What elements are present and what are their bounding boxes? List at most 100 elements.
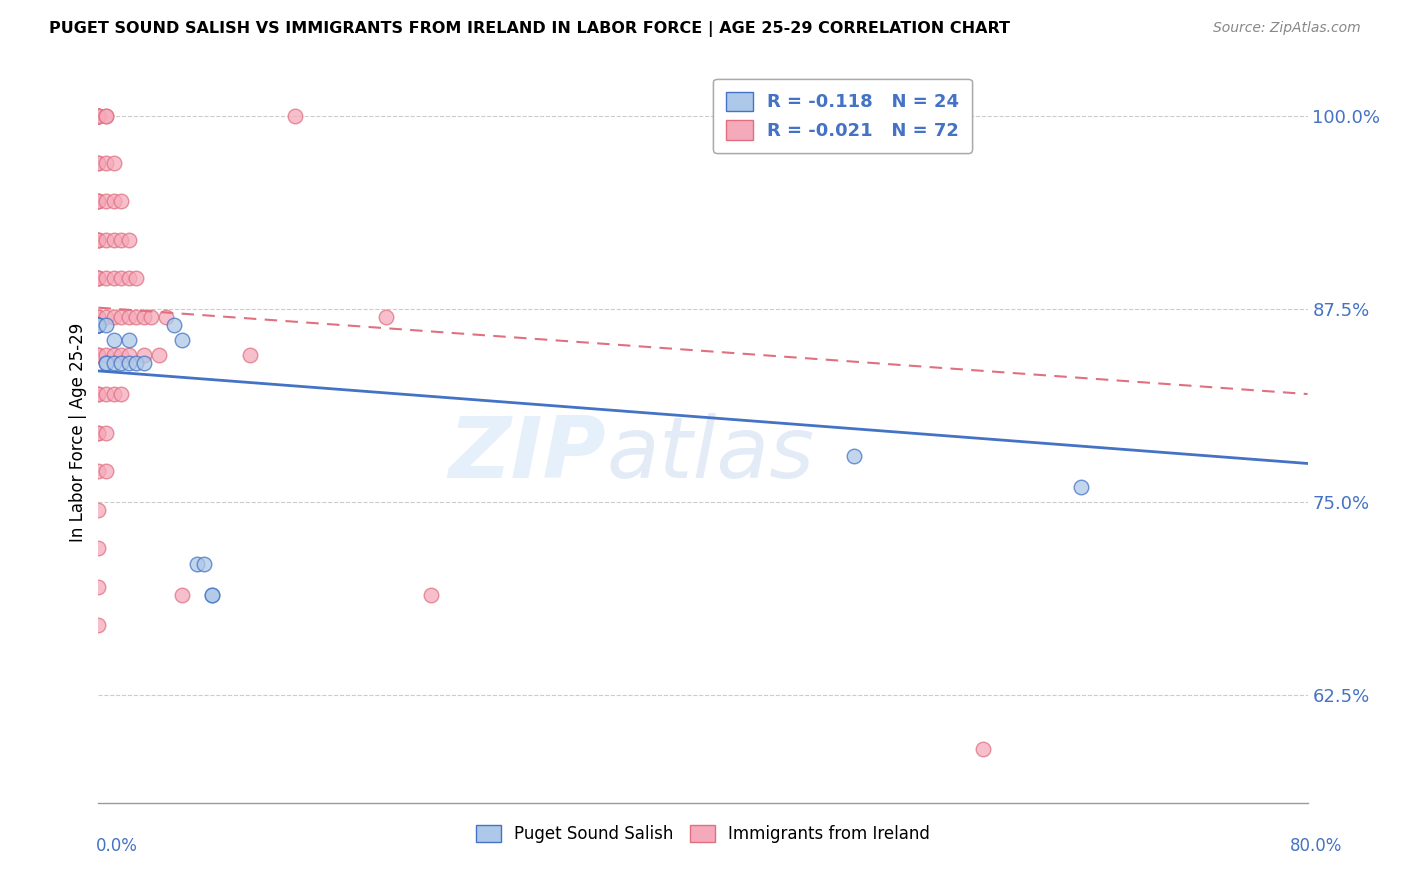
Point (87, 110, 110, 124)
Point (110, 387, 132, 401)
Point (103, 233, 125, 247)
Point (118, 233, 141, 247)
Point (94, 110, 117, 124)
Point (87, 110, 110, 124)
Point (94, 425, 117, 440)
Point (186, 557, 208, 571)
Point (87, 310, 110, 324)
Point (155, 310, 177, 324)
Point (94, 233, 117, 247)
Point (94, 271, 117, 285)
Point (163, 318, 186, 332)
Text: 0.0%: 0.0% (96, 837, 138, 855)
Point (87, 310, 110, 324)
Point (103, 349, 125, 363)
Point (94, 349, 117, 363)
Point (87, 425, 110, 440)
Point (87, 318, 110, 332)
Point (110, 271, 132, 285)
Point (87, 318, 110, 332)
Point (87, 233, 110, 247)
Point (118, 333, 141, 347)
Point (110, 349, 132, 363)
Point (87, 110, 110, 124)
Point (94, 155, 117, 169)
Text: 80.0%: 80.0% (1291, 837, 1343, 855)
Point (103, 310, 125, 324)
Point (87, 349, 110, 363)
Text: atlas: atlas (606, 413, 814, 496)
Point (87, 271, 110, 285)
Point (972, 741, 994, 756)
Point (103, 387, 125, 401)
Point (170, 333, 193, 347)
Point (94, 464, 117, 478)
Legend: R = -0.118   N = 24, R = -0.021   N = 72: R = -0.118 N = 24, R = -0.021 N = 72 (713, 78, 972, 153)
Point (87, 271, 110, 285)
Point (103, 356, 125, 370)
Point (125, 310, 148, 324)
Point (110, 310, 132, 324)
Point (87, 618, 110, 632)
Text: ZIP: ZIP (449, 413, 606, 496)
Point (201, 588, 224, 602)
Point (94, 318, 117, 332)
Text: PUGET SOUND SALISH VS IMMIGRANTS FROM IRELAND IN LABOR FORCE | AGE 25-29 CORRELA: PUGET SOUND SALISH VS IMMIGRANTS FROM IR… (49, 21, 1010, 37)
Point (87, 502, 110, 516)
Point (201, 588, 224, 602)
Point (118, 349, 141, 363)
Point (87, 233, 110, 247)
Point (87, 464, 110, 478)
Text: Source: ZipAtlas.com: Source: ZipAtlas.com (1213, 21, 1361, 36)
Point (239, 349, 262, 363)
Point (284, 110, 307, 124)
Point (110, 194, 132, 209)
Point (844, 449, 866, 463)
Point (103, 194, 125, 209)
Point (87, 318, 110, 332)
Point (1070, 480, 1092, 494)
Point (94, 310, 117, 324)
Point (118, 271, 141, 285)
Point (141, 310, 163, 324)
Point (87, 580, 110, 594)
Point (118, 356, 141, 370)
Point (87, 271, 110, 285)
Point (87, 387, 110, 401)
Point (87, 318, 110, 332)
Point (94, 194, 117, 209)
Point (87, 425, 110, 440)
Point (87, 387, 110, 401)
Point (94, 356, 117, 370)
Point (87, 110, 110, 124)
Point (132, 310, 155, 324)
Point (87, 318, 110, 332)
Point (87, 155, 110, 169)
Point (132, 349, 155, 363)
Point (132, 356, 155, 370)
Y-axis label: In Labor Force | Age 25-29: In Labor Force | Age 25-29 (69, 323, 87, 542)
Point (87, 194, 110, 209)
Point (87, 155, 110, 169)
Point (87, 110, 110, 124)
Point (87, 541, 110, 556)
Point (94, 356, 117, 370)
Point (94, 110, 117, 124)
Point (87, 194, 110, 209)
Point (118, 310, 141, 324)
Point (94, 387, 117, 401)
Point (170, 588, 193, 602)
Point (148, 349, 170, 363)
Point (125, 271, 148, 285)
Point (87, 318, 110, 332)
Point (87, 349, 110, 363)
Point (374, 310, 396, 324)
Point (110, 233, 132, 247)
Point (125, 356, 148, 370)
Point (103, 155, 125, 169)
Point (110, 356, 132, 370)
Point (87, 233, 110, 247)
Point (87, 110, 110, 124)
Point (87, 110, 110, 124)
Point (193, 557, 215, 571)
